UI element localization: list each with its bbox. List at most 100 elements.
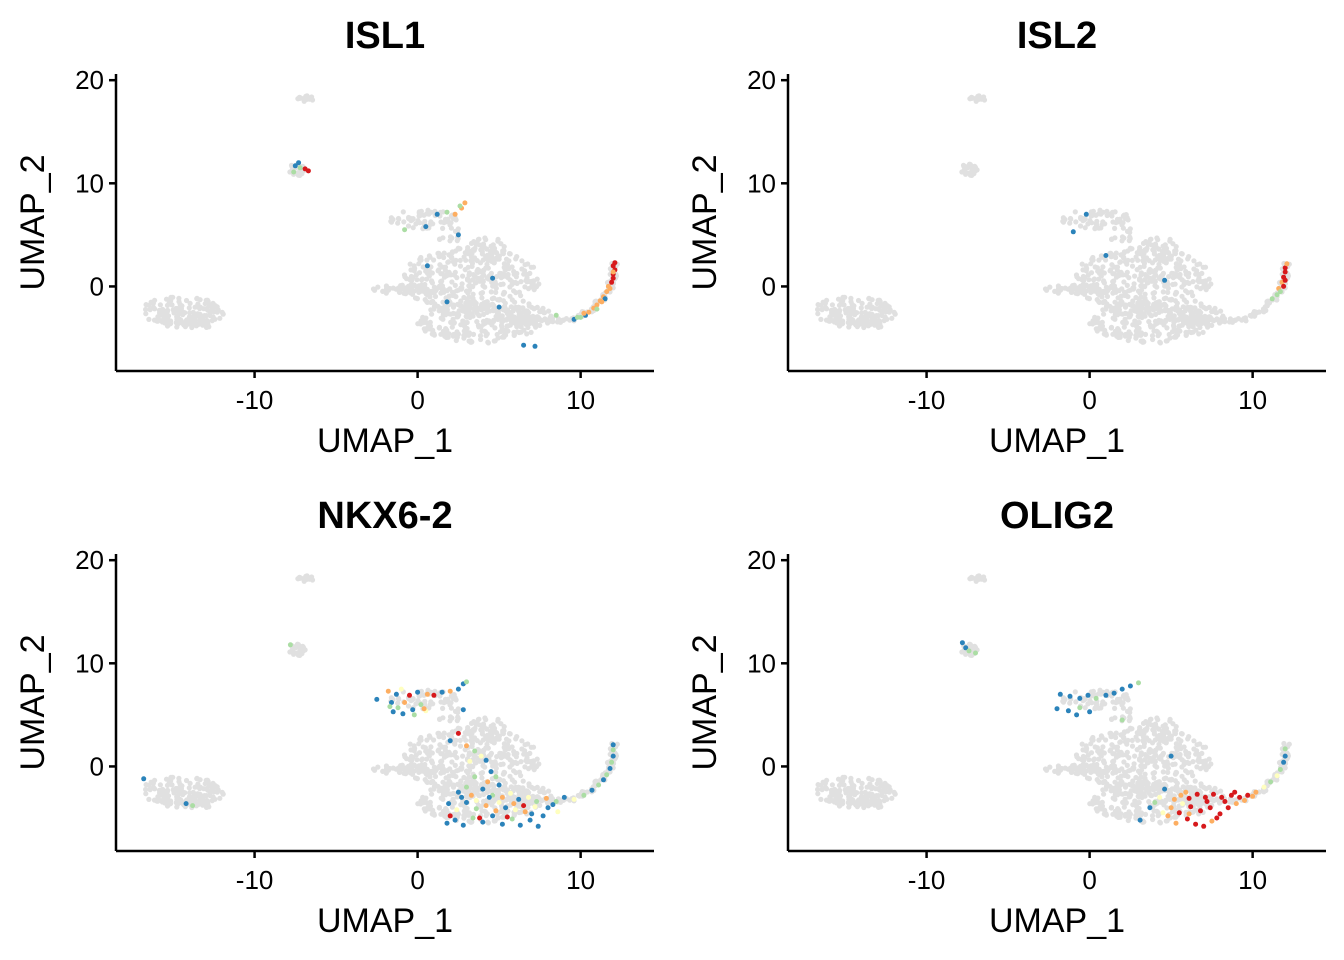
background-cell-point xyxy=(1209,322,1215,328)
background-cell-point xyxy=(818,796,824,802)
background-cell-point xyxy=(1057,767,1064,773)
background-cell-point xyxy=(525,261,531,267)
background-cell-point xyxy=(1164,818,1170,824)
background-cell-point xyxy=(1122,782,1129,788)
background-cell-point xyxy=(1111,252,1117,259)
background-cell-point xyxy=(388,215,394,221)
background-cell-point xyxy=(1092,794,1098,800)
background-cell-point xyxy=(1203,287,1209,293)
background-cell-point xyxy=(295,641,301,648)
background-cell-point xyxy=(1150,816,1156,823)
expression-point xyxy=(599,299,605,305)
background-cell-point xyxy=(395,220,401,226)
background-cell-point xyxy=(1195,271,1201,277)
expression-point xyxy=(581,792,587,798)
background-cell-point xyxy=(1162,735,1168,741)
expression-point xyxy=(398,686,404,692)
background-cell-point xyxy=(220,791,226,797)
background-cell-point xyxy=(159,792,165,798)
background-cell-point xyxy=(1120,752,1126,758)
background-cell-point xyxy=(424,286,430,292)
background-cell-point xyxy=(976,573,982,579)
expression-point xyxy=(1093,695,1099,701)
background-cell-point xyxy=(431,306,437,312)
background-cell-point xyxy=(494,309,500,315)
background-cell-point xyxy=(1080,768,1086,774)
background-cell-point xyxy=(217,315,223,321)
background-cell-point xyxy=(164,801,170,807)
background-cell-point xyxy=(416,289,422,295)
expression-point xyxy=(1119,686,1125,692)
background-cell-point xyxy=(1140,283,1146,289)
expression-point xyxy=(1127,683,1133,689)
expression-point xyxy=(1211,791,1216,797)
expression-point xyxy=(468,792,474,798)
background-cell-point xyxy=(459,761,465,767)
background-cells xyxy=(815,93,1292,346)
background-cell-point xyxy=(442,783,448,789)
expression-point xyxy=(529,811,535,817)
background-cell-point xyxy=(827,314,833,320)
background-cell-point xyxy=(1197,261,1203,267)
background-cell-point xyxy=(524,279,530,285)
background-cell-point xyxy=(1101,311,1107,317)
background-cell-point xyxy=(450,316,456,322)
background-cell-point xyxy=(1281,740,1287,747)
background-cell-point xyxy=(1157,737,1163,743)
background-cell-point xyxy=(1209,309,1215,315)
background-cell-point xyxy=(430,298,436,304)
background-cell-point xyxy=(1178,731,1185,737)
expression-point xyxy=(488,769,494,775)
expression-point xyxy=(578,314,584,320)
background-cell-point xyxy=(470,735,476,742)
background-cell-point xyxy=(1122,316,1128,322)
background-cell-point xyxy=(1107,211,1113,217)
background-cell-point xyxy=(1156,331,1162,337)
expression-point xyxy=(503,805,509,811)
background-cell-point xyxy=(388,695,394,701)
expression-point xyxy=(602,296,608,302)
expression-point xyxy=(511,801,517,807)
background-cell-point xyxy=(460,788,466,794)
background-cell-point xyxy=(479,775,485,781)
expression-point xyxy=(1204,799,1210,804)
background-cell-point xyxy=(441,308,447,314)
background-cell-point xyxy=(197,791,203,797)
background-cell-point xyxy=(875,777,881,783)
background-cell-point xyxy=(210,314,216,320)
expression-point xyxy=(472,748,478,754)
background-cell-point xyxy=(1177,275,1183,281)
background-cell-point xyxy=(464,319,470,326)
expression-point xyxy=(534,799,540,804)
background-cell-point xyxy=(1183,768,1189,774)
background-cell-point xyxy=(457,737,463,743)
background-cell-point xyxy=(1242,316,1248,322)
background-cell-point xyxy=(1160,769,1166,775)
background-cell-point xyxy=(1134,747,1140,753)
background-cell-point xyxy=(539,318,545,324)
background-cell-point xyxy=(460,308,466,314)
expression-point xyxy=(1168,805,1174,811)
background-cell-point xyxy=(470,331,477,337)
background-cell-point xyxy=(1173,317,1179,323)
background-cell-point xyxy=(848,295,854,301)
background-cell-point xyxy=(439,283,445,289)
background-cell-point xyxy=(875,324,882,330)
background-cell-point xyxy=(469,743,475,749)
background-cell-point xyxy=(1110,305,1116,311)
background-cell-point xyxy=(411,282,417,288)
background-cell-point xyxy=(1181,264,1187,270)
background-cell-point xyxy=(1198,301,1204,307)
background-cell-point xyxy=(1101,288,1107,294)
expression-point xyxy=(1228,792,1234,798)
background-cell-point xyxy=(482,320,489,326)
background-cell-point xyxy=(159,312,165,318)
background-cell-point xyxy=(385,767,392,773)
background-cell-point xyxy=(828,307,834,313)
background-cell-point xyxy=(403,771,409,777)
expression-point xyxy=(439,689,445,695)
background-cell-point xyxy=(497,750,503,756)
background-cell-point xyxy=(1203,306,1209,312)
background-cell-point xyxy=(176,295,182,301)
